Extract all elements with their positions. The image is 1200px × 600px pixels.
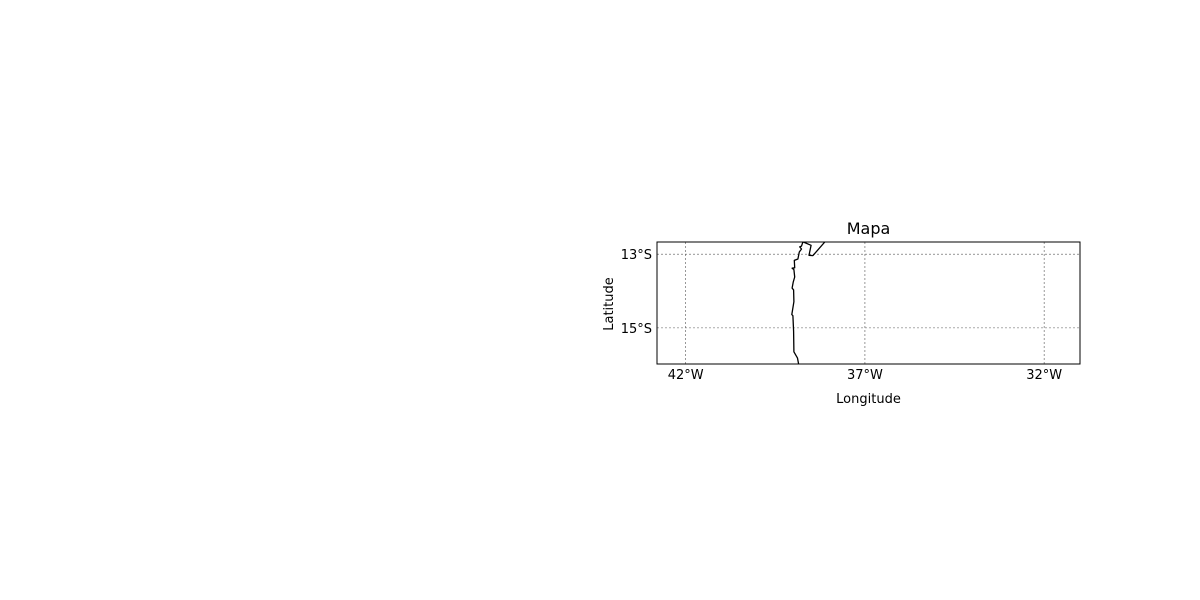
gridlines — [657, 242, 1080, 364]
map-title: Mapa — [847, 219, 891, 238]
map-axes-frame — [656, 241, 1081, 365]
coastline-path-north — [803, 242, 826, 257]
x-tick-labels: 42°W 37°W 32°W — [668, 368, 1063, 383]
y-tick-label: 13°S — [621, 248, 652, 263]
x-axis-label: Longitude — [836, 392, 901, 407]
x-tick-label: 37°W — [847, 368, 883, 383]
y-tick-labels: 13°S 15°S — [621, 248, 652, 337]
y-axis-label: Latitude — [602, 277, 617, 331]
coastline-path — [791, 242, 804, 364]
x-tick-label: 32°W — [1026, 368, 1062, 383]
y-tick-label: 15°S — [621, 322, 652, 337]
coastline — [791, 242, 826, 364]
x-tick-label: 42°W — [668, 368, 704, 383]
